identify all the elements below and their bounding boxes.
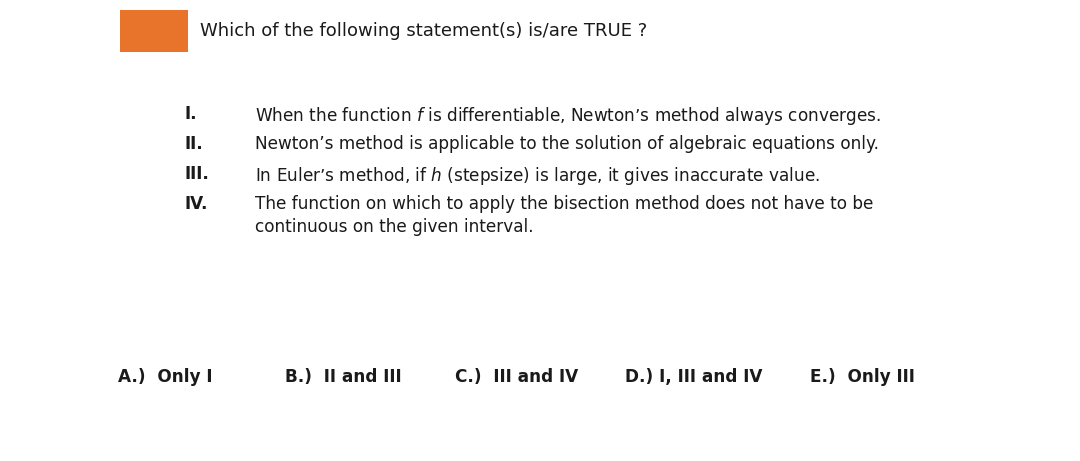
Text: D.) I, III and IV: D.) I, III and IV <box>625 368 762 386</box>
Text: In Euler’s method, if $h$ (stepsize) is large, it gives inaccurate value.: In Euler’s method, if $h$ (stepsize) is … <box>255 165 820 187</box>
Text: continuous on the given interval.: continuous on the given interval. <box>255 218 534 236</box>
Text: IV.: IV. <box>185 195 208 213</box>
Text: II.: II. <box>185 135 204 153</box>
Text: When the function $f$ is differentiable, Newton’s method always converges.: When the function $f$ is differentiable,… <box>255 105 881 127</box>
Text: A.)  Only I: A.) Only I <box>118 368 213 386</box>
Text: B.)  II and III: B.) II and III <box>285 368 402 386</box>
Text: C.)  III and IV: C.) III and IV <box>455 368 578 386</box>
Text: III.: III. <box>185 165 210 183</box>
Bar <box>120 10 188 52</box>
Text: I.: I. <box>185 105 198 123</box>
Text: Which of the following statement(s) is/are TRUE ?: Which of the following statement(s) is/a… <box>200 22 647 40</box>
Text: E.)  Only III: E.) Only III <box>810 368 915 386</box>
Text: The function on which to apply the bisection method does not have to be: The function on which to apply the bisec… <box>255 195 874 213</box>
Text: Newton’s method is applicable to the solution of algebraic equations only.: Newton’s method is applicable to the sol… <box>255 135 879 153</box>
